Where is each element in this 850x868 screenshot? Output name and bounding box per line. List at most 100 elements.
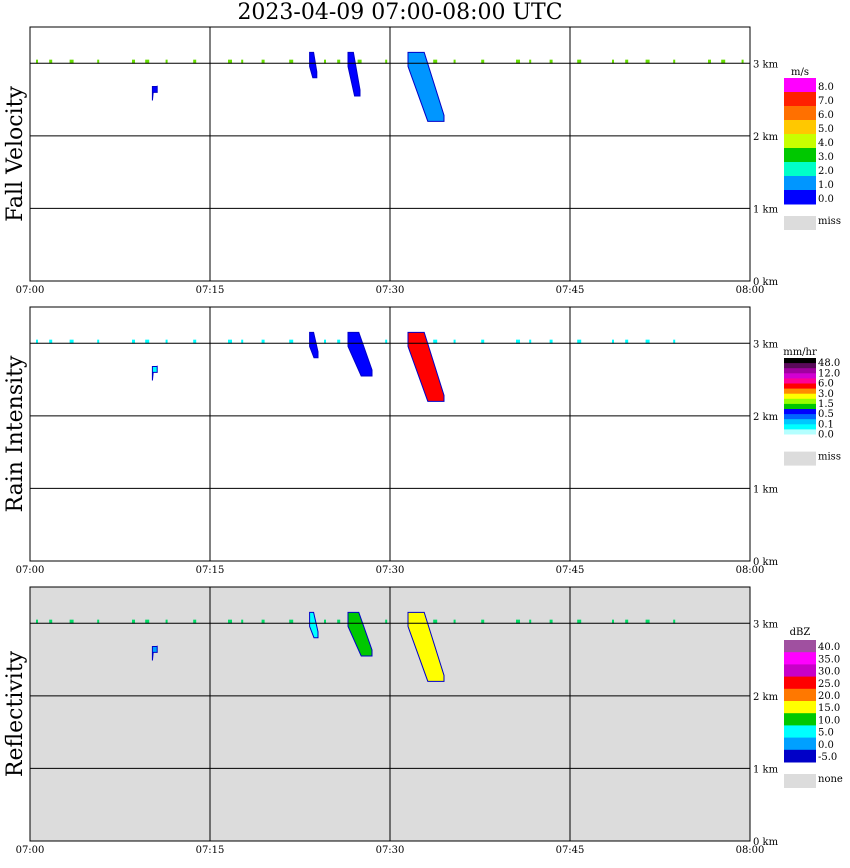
x-tick-label: 07:00 [16, 285, 45, 296]
data-mark [165, 339, 168, 344]
y-tick-label: 1 km [753, 484, 779, 495]
colorbar-swatch [784, 134, 816, 149]
data-mark [385, 619, 388, 624]
colorbar-swatch [784, 92, 816, 107]
data-mark [97, 339, 100, 344]
colorbar-level: 40.0 [818, 642, 840, 653]
y-tick-label: 3 km [753, 339, 779, 350]
colorbar-level: 5.0 [818, 124, 834, 135]
x-tick-label: 07:15 [196, 285, 225, 296]
data-mark [324, 59, 326, 64]
data-mark [549, 619, 553, 624]
data-mark [612, 619, 614, 624]
data-mark [577, 619, 582, 624]
data-mark [193, 339, 197, 344]
colorbar-missing-swatch [784, 774, 816, 788]
x-tick-label: 07:30 [376, 285, 405, 296]
colorbar-swatch [784, 378, 816, 384]
echo-region [309, 51, 318, 79]
data-mark [708, 59, 711, 64]
data-mark [673, 59, 676, 64]
colorbar-level: 2.0 [818, 166, 834, 177]
data-mark [193, 59, 197, 64]
colorbar-swatch [784, 373, 816, 379]
data-mark [433, 619, 438, 624]
data-mark [516, 619, 520, 624]
colorbar-level: 0.5 [818, 409, 834, 420]
colorbar-level: 0.0 [818, 430, 834, 441]
colorbar-swatch [784, 429, 816, 435]
colorbar-swatch [784, 106, 816, 121]
colorbar-swatch [784, 688, 816, 702]
data-mark [645, 59, 650, 64]
colorbar-level: 3.0 [818, 389, 834, 400]
echo-region [407, 611, 445, 682]
colorbar-swatch [784, 749, 816, 763]
y-tick-label: 2 km [753, 412, 779, 423]
colorbar-level: 15.0 [818, 703, 840, 714]
data-mark [97, 619, 100, 624]
x-tick-label: 08:00 [736, 285, 765, 296]
colorbar-swatch [784, 434, 816, 441]
data-mark [673, 339, 676, 344]
colorbar-missing-label: none [818, 774, 843, 785]
data-mark [433, 59, 438, 64]
colorbar-missing-swatch [784, 451, 816, 466]
data-mark [49, 339, 53, 344]
colorbar-swatch [784, 676, 816, 690]
colorbar-swatch [784, 388, 816, 395]
data-mark [433, 339, 438, 344]
x-tick-label: 07:00 [16, 565, 45, 576]
colorbar-swatch [784, 424, 816, 430]
colorbar-level: 0.0 [818, 740, 834, 751]
data-mark [193, 619, 197, 624]
y-tick-label: 1 km [753, 764, 779, 775]
colorbar-level: 35.0 [818, 654, 840, 665]
data-mark [549, 59, 553, 64]
data-mark [145, 59, 150, 64]
x-tick-label: 07:15 [196, 845, 225, 856]
data-mark [132, 59, 135, 64]
colorbar-unit: dBZ [790, 627, 811, 638]
plot-frame [29, 306, 751, 562]
colorbar-level: -5.0 [818, 752, 837, 763]
data-mark [549, 339, 553, 344]
y-tick-label: 2 km [753, 692, 779, 703]
x-tick-label: 08:00 [736, 565, 765, 576]
colorbar-missing-swatch [784, 216, 816, 230]
page-title: 2023-04-09 07:00-08:00 UTC [237, 0, 563, 25]
colorbar-level: 10.0 [818, 715, 840, 726]
colorbar-unit: m/s [791, 67, 809, 78]
colorbar-level: 8.0 [818, 82, 834, 93]
data-mark [529, 59, 532, 64]
colorbar-swatch [784, 393, 816, 400]
data-mark [241, 619, 244, 624]
data-mark [165, 619, 168, 624]
colorbar-swatch [784, 652, 816, 665]
echo-region [309, 611, 319, 639]
colorbar-swatch [784, 419, 816, 425]
x-tick-label: 07:45 [556, 285, 585, 296]
colorbar-swatch [784, 414, 816, 420]
data-mark [645, 339, 650, 344]
colorbar-swatch [784, 737, 816, 751]
y-tick-label: 0 km [753, 277, 779, 288]
data-mark [36, 59, 38, 64]
data-mark [385, 339, 388, 344]
data-mark [132, 619, 135, 624]
colorbar-swatch [784, 176, 816, 191]
colorbar-swatch [784, 78, 816, 93]
colorbar-level: 3.0 [818, 152, 834, 163]
colorbar-level: 5.0 [818, 728, 834, 739]
colorbar-swatch [784, 409, 816, 415]
colorbar-swatch [784, 358, 816, 364]
data-mark [337, 59, 341, 64]
data-mark [228, 619, 232, 624]
data-mark [481, 339, 485, 344]
y-tick-label: 3 km [753, 59, 779, 70]
colorbar-level: 25.0 [818, 679, 840, 690]
colorbar-level: 1.5 [818, 399, 834, 410]
data-mark [516, 59, 520, 64]
data-mark [289, 339, 294, 344]
echo-region [407, 331, 445, 402]
